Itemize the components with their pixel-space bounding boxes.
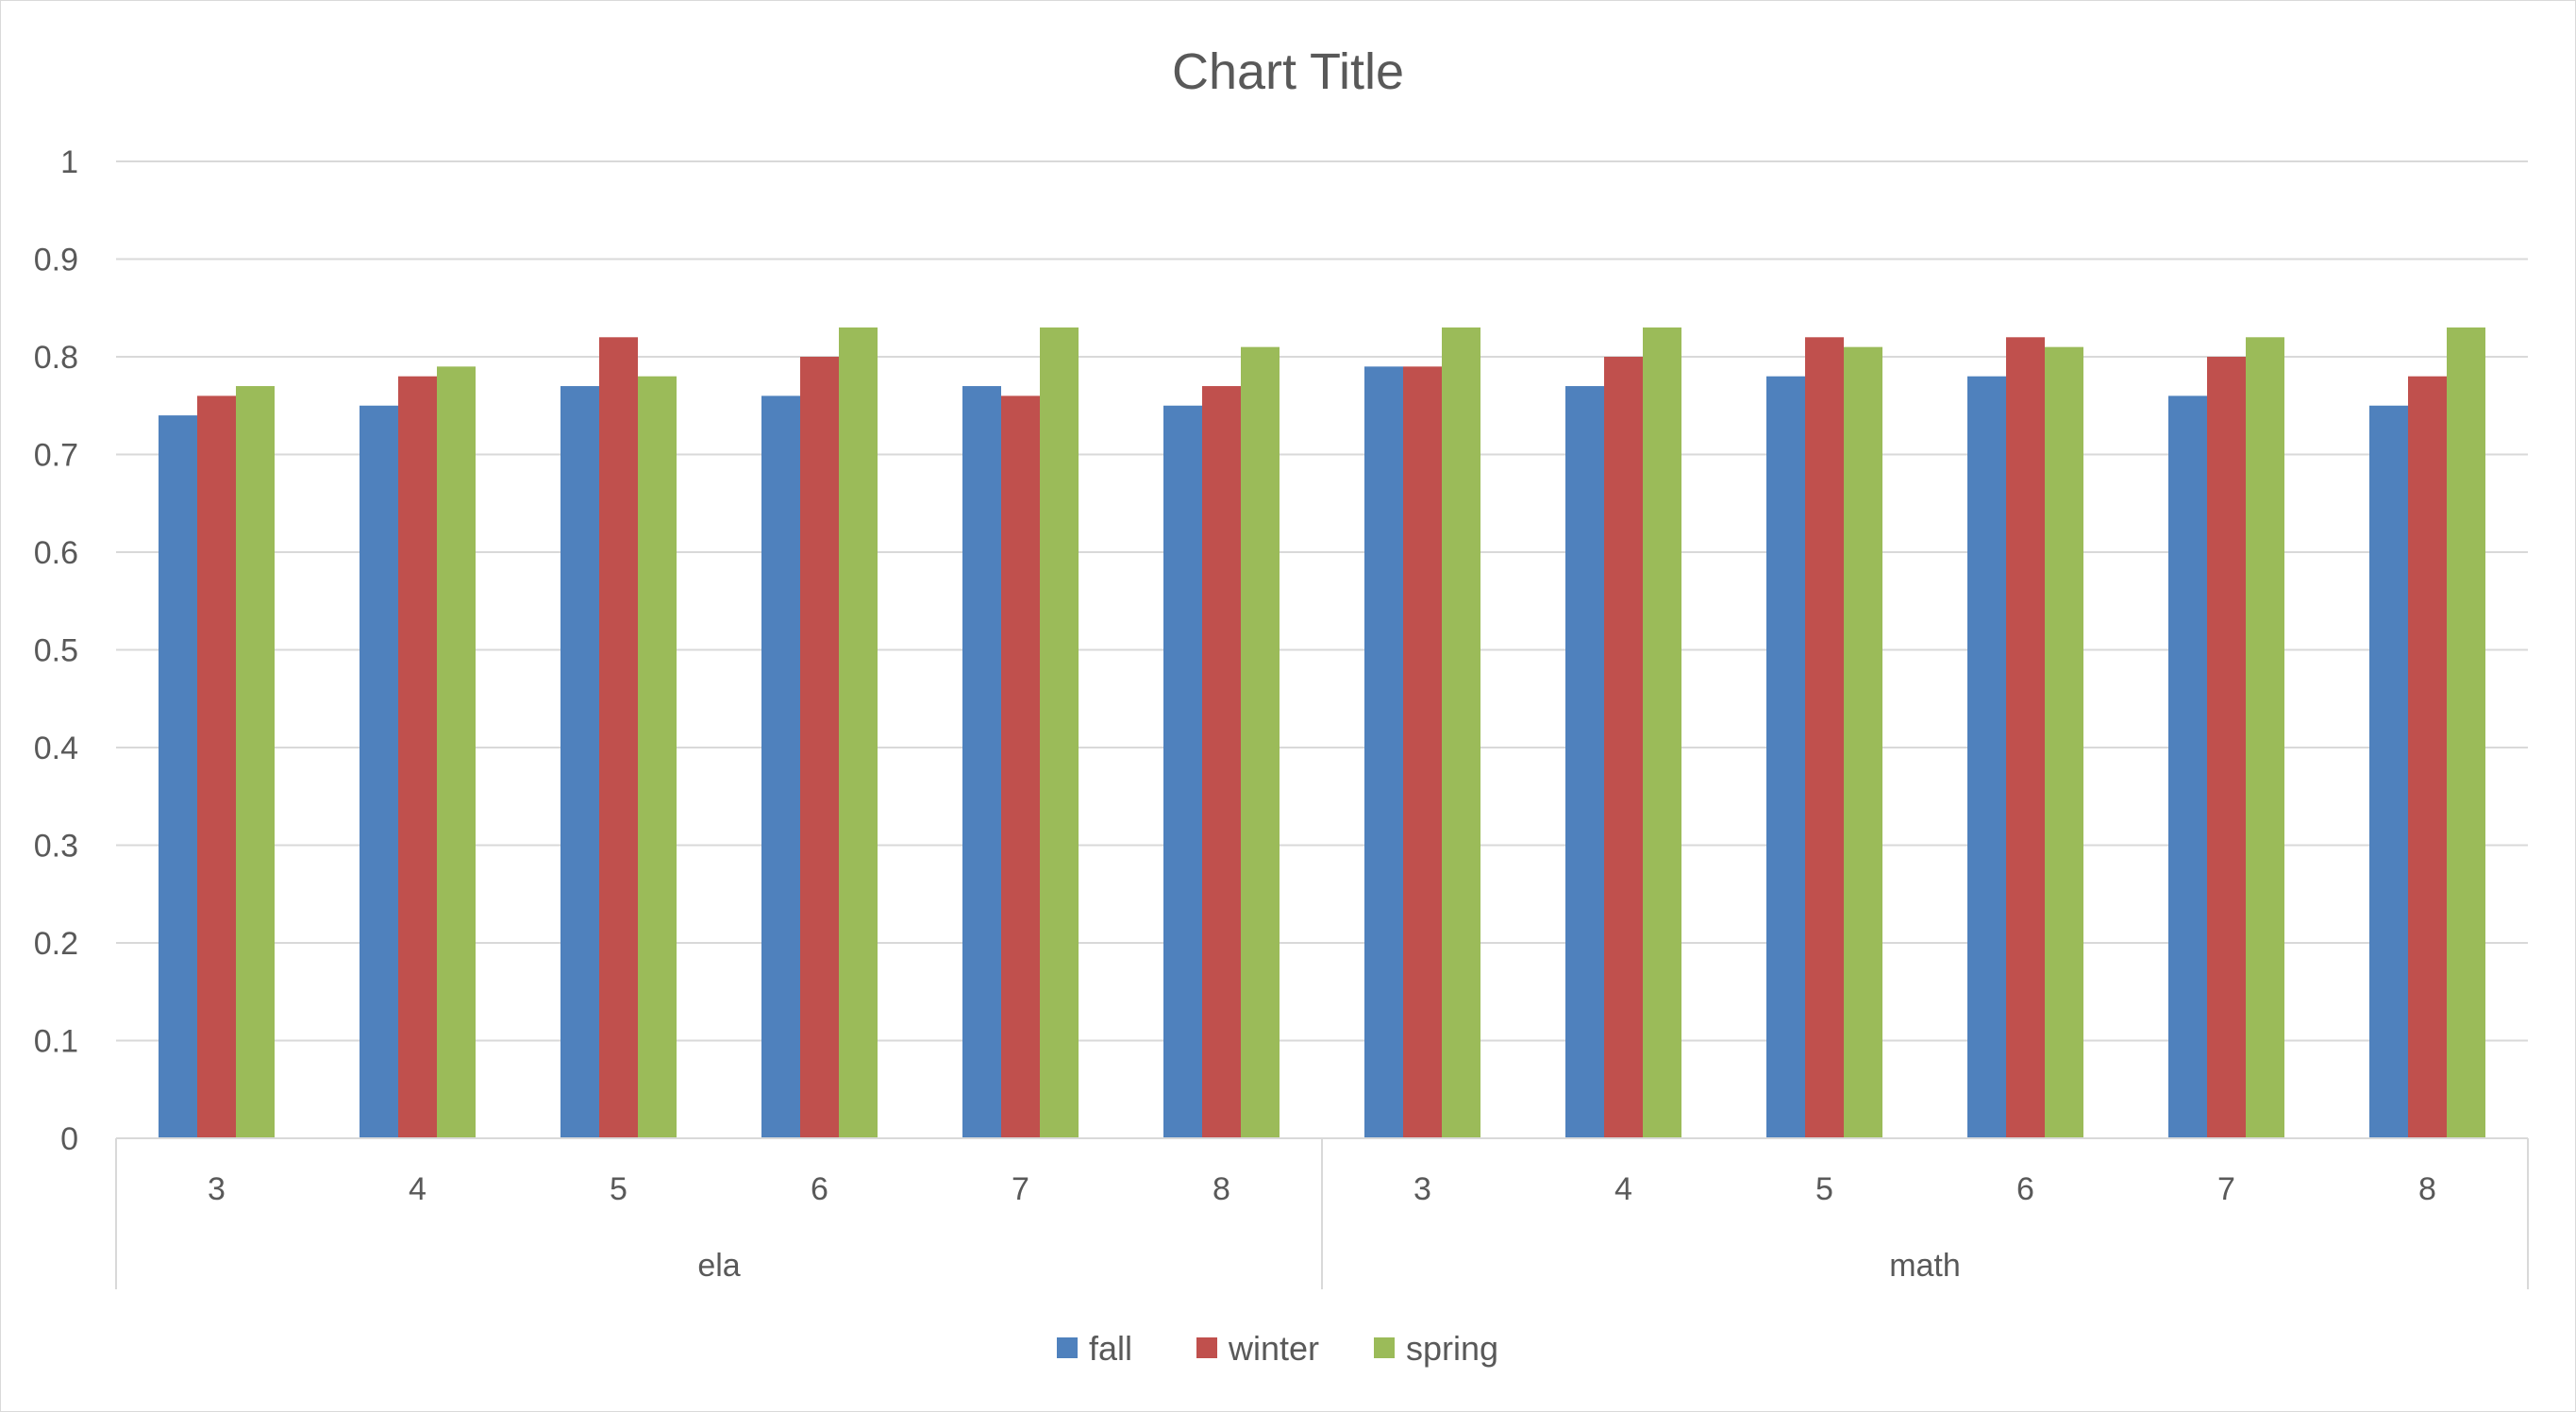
bar-winter (599, 337, 638, 1138)
legend-label: winter (1228, 1329, 1319, 1368)
bar-winter (2207, 357, 2246, 1138)
bar-fall (1364, 366, 1403, 1139)
chart-title: Chart Title (1172, 43, 1404, 100)
x-tick-label: 5 (1815, 1171, 1833, 1207)
x-tick-label: 6 (811, 1171, 828, 1207)
bar-spring (1643, 327, 1681, 1138)
y-axis: 0 0.1 0.2 0.3 0.4 0.5 0.6 0.7 0.8 0.9 1 (34, 144, 78, 1157)
y-tick-label: 0.6 (34, 535, 78, 571)
bar-spring (236, 386, 275, 1138)
bar-spring (1241, 346, 1280, 1138)
x-tick-label: 4 (409, 1171, 427, 1207)
y-tick-label: 0.8 (34, 340, 78, 376)
bar-fall (560, 386, 599, 1138)
legend-item-fall: fall (1057, 1329, 1132, 1368)
bar-winter (1805, 337, 1844, 1138)
x-tick-label: 8 (2418, 1171, 2436, 1207)
y-tick-label: 0.3 (34, 829, 78, 865)
bar-spring (839, 327, 878, 1138)
legend: fall winter spring (1057, 1329, 1498, 1368)
bar-spring (1040, 327, 1079, 1138)
x-tick-label: 4 (1614, 1171, 1632, 1207)
x-tick-label: 5 (610, 1171, 627, 1207)
bar-fall (761, 395, 800, 1138)
bar-fall (159, 415, 197, 1139)
bar-fall (360, 405, 398, 1138)
x-tick-label: 6 (2016, 1171, 2034, 1207)
y-tick-label: 0.7 (34, 438, 78, 474)
y-tick-label: 0.9 (34, 243, 78, 278)
y-tick-label: 0.2 (34, 926, 78, 962)
bar-fall (2168, 395, 2207, 1138)
x-group-label: math (1889, 1248, 1961, 1284)
bar-winter (1604, 357, 1643, 1138)
bar-winter (1403, 366, 1442, 1139)
bar-fall (962, 386, 1001, 1138)
y-tick-label: 1 (60, 144, 78, 180)
x-axis: 3 4 5 6 7 8 3 4 5 6 7 8 ela math (115, 1137, 2529, 1289)
bars (159, 327, 2485, 1139)
bar-fall (1967, 376, 2006, 1138)
gridlines (116, 160, 2528, 1139)
y-tick-label: 0.1 (34, 1024, 78, 1060)
bar-spring (437, 366, 476, 1139)
y-tick-label: 0 (60, 1121, 78, 1157)
legend-label: fall (1089, 1329, 1132, 1368)
x-tick-label: 3 (208, 1171, 226, 1207)
bar-winter (398, 376, 437, 1138)
x-tick-label: 7 (1012, 1171, 1029, 1207)
bar-winter (197, 395, 236, 1138)
bar-fall (1766, 376, 1805, 1138)
bar-fall (1565, 386, 1604, 1138)
bar-winter (800, 357, 839, 1138)
bar-spring (1442, 327, 1480, 1138)
x-tick-label: 3 (1413, 1171, 1431, 1207)
bar-spring (2246, 337, 2284, 1138)
bar-winter (2408, 376, 2447, 1138)
legend-swatch (1374, 1337, 1395, 1358)
bar-spring (1844, 346, 1882, 1138)
legend-swatch (1196, 1337, 1217, 1358)
bar-winter (2006, 337, 2045, 1138)
bar-fall (2369, 405, 2408, 1138)
bar-spring (2045, 346, 2083, 1138)
legend-item-spring: spring (1374, 1329, 1498, 1368)
legend-label: spring (1406, 1329, 1498, 1368)
bar-winter (1001, 395, 1040, 1138)
y-tick-label: 0.4 (34, 731, 78, 766)
x-group-label: ela (697, 1248, 740, 1284)
bar-spring (638, 376, 677, 1138)
bar-spring (2447, 327, 2485, 1138)
legend-swatch (1057, 1337, 1078, 1358)
x-tick-label: 8 (1213, 1171, 1230, 1207)
bar-winter (1202, 386, 1241, 1138)
legend-item-winter: winter (1196, 1329, 1319, 1368)
x-tick-label: 7 (2217, 1171, 2235, 1207)
bar-fall (1163, 405, 1202, 1138)
y-tick-label: 0.5 (34, 633, 78, 669)
